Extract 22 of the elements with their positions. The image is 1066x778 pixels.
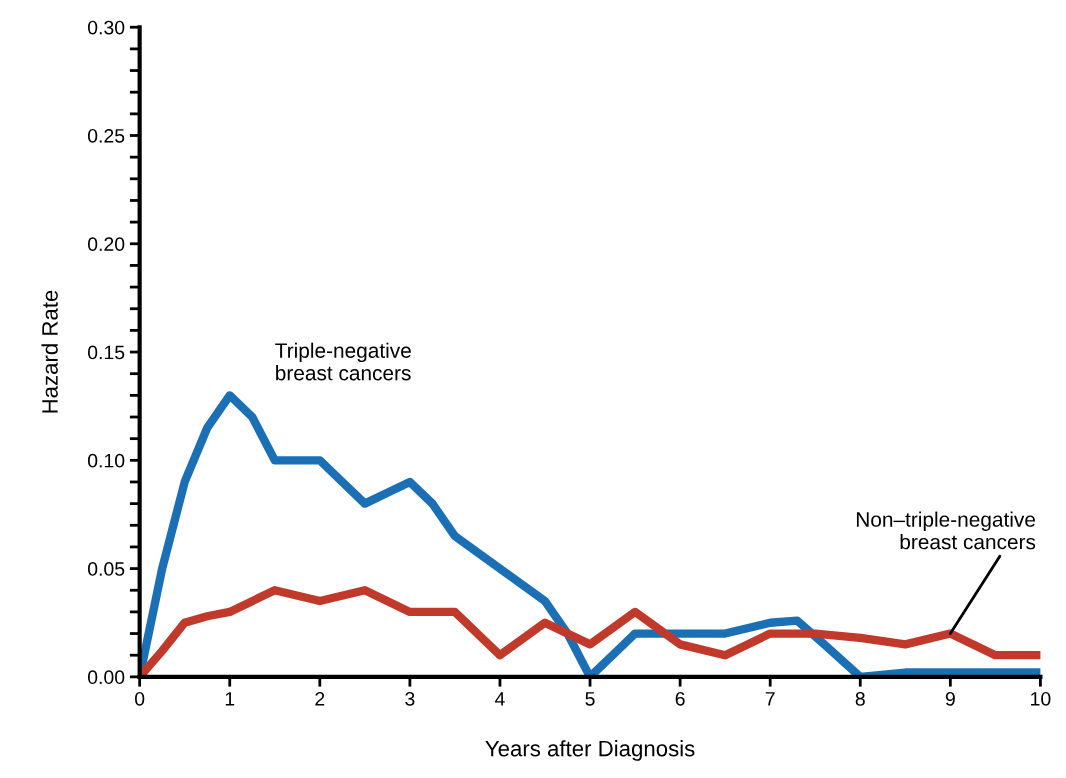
x-axis-title: Years after Diagnosis <box>485 740 695 761</box>
x-tick-label: 9 <box>945 691 955 706</box>
y-tick-label: 0.15 <box>87 345 125 360</box>
x-tick-label: 4 <box>494 692 505 706</box>
text: Triple-negative breast cancers <box>275 342 411 381</box>
y-axis-title: Hazard Rate <box>41 290 58 413</box>
text: Non–triple-negative breast cancers <box>856 511 1036 550</box>
y-tick-label: 0.05 <box>87 562 125 576</box>
x-tick-label: 6 <box>675 691 685 706</box>
x-tick-label: 10 <box>1031 691 1051 706</box>
y-tick-label: 0.20 <box>87 237 125 252</box>
x-tick-label: 5 <box>585 692 595 706</box>
y-tick-label: 0.30 <box>87 20 125 35</box>
x-tick-label: 2 <box>315 691 325 706</box>
x-tick-label: 3 <box>405 691 415 706</box>
y-tick-label: 0.00 <box>87 670 125 685</box>
y-tick-label: 0.25 <box>87 128 125 143</box>
x-tick-label: 7 <box>765 692 775 706</box>
x-tick-label: 1 <box>225 692 235 706</box>
y-tick-label: 0.10 <box>87 453 125 468</box>
x-tick-label: 0 <box>135 691 145 706</box>
x-tick-label: 8 <box>855 691 865 706</box>
